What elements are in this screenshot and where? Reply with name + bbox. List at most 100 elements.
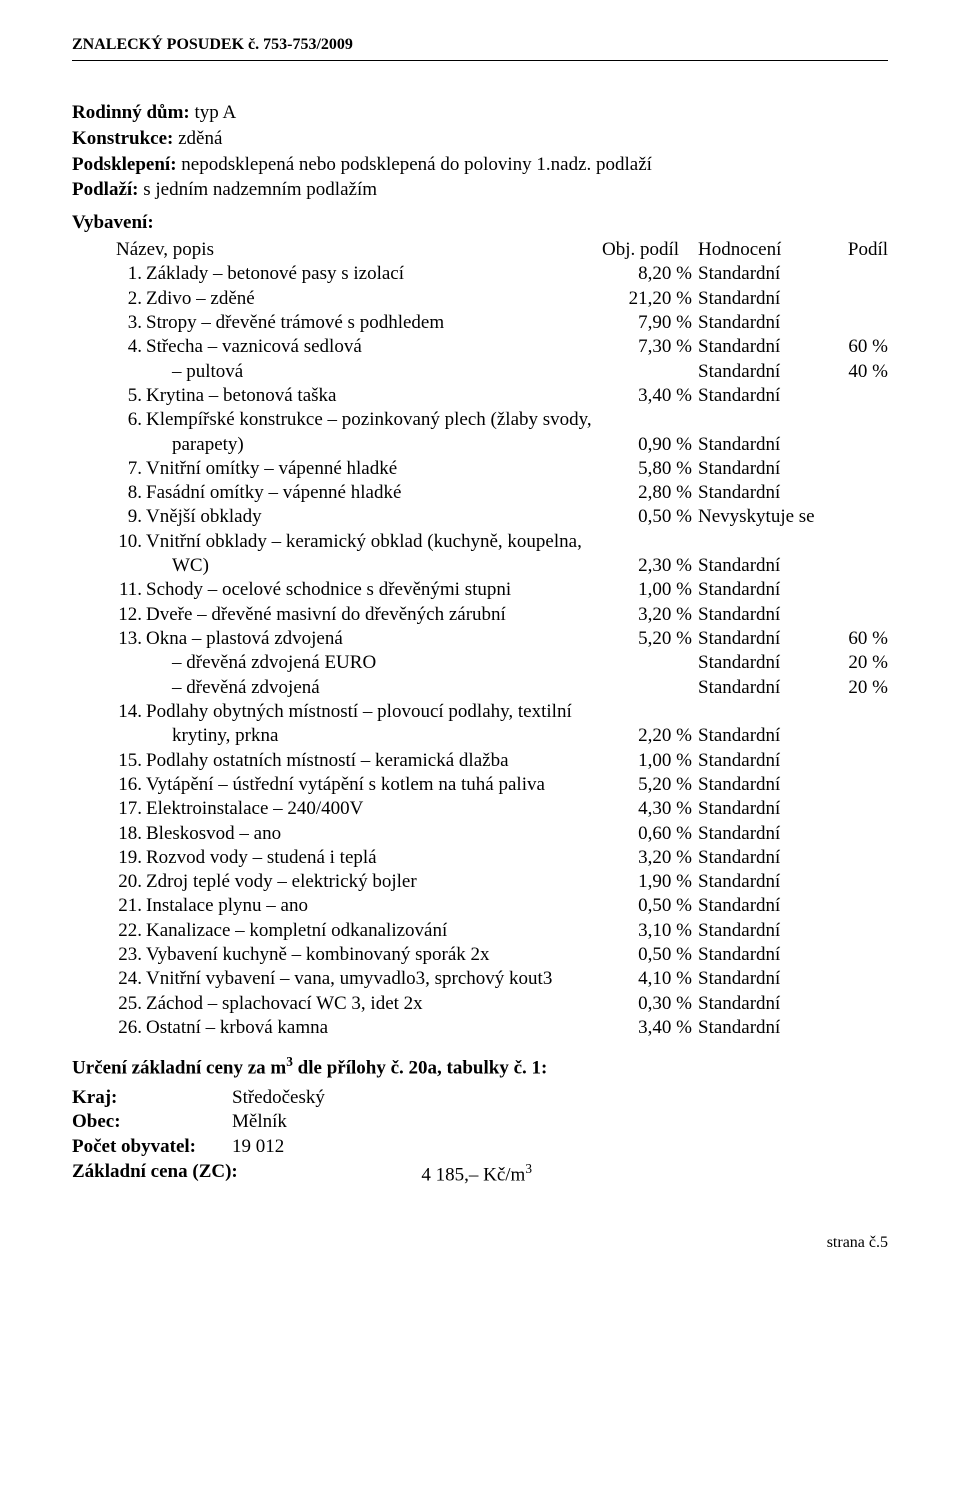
base-price-heading: Určení základní ceny za m3 dle přílohy č… bbox=[72, 1054, 888, 1079]
row-number: 25. bbox=[112, 992, 146, 1016]
table-row: 1.Základy – betonové pasy s izolací8,20 … bbox=[112, 262, 888, 286]
row-label: Základy – betonové pasy s izolací bbox=[146, 262, 602, 286]
row-pct bbox=[602, 676, 698, 700]
row-number: 12. bbox=[112, 603, 146, 627]
row-share bbox=[828, 505, 888, 529]
table-row: – dřevěná zdvojenáStandardní20 % bbox=[112, 676, 888, 700]
row-number: 3. bbox=[112, 311, 146, 335]
row-number: 11. bbox=[112, 578, 146, 602]
table-row: 20.Zdroj teplé vody – elektrický bojler1… bbox=[112, 870, 888, 894]
row-share bbox=[828, 384, 888, 408]
table-row: 13.Okna – plastová zdvojená5,20 %Standar… bbox=[112, 627, 888, 651]
row-share bbox=[828, 554, 888, 578]
row-label: Záchod – splachovací WC 3, idet 2x bbox=[146, 992, 602, 1016]
row-share bbox=[828, 822, 888, 846]
intro-value-3: nepodsklepená nebo podsklepená do polovi… bbox=[177, 154, 652, 175]
row-eval: Standardní bbox=[698, 1016, 828, 1040]
row-label: Kanalizace – kompletní odkanalizování bbox=[146, 919, 602, 943]
row-label: Vnitřní omítky – vápenné hladké bbox=[146, 457, 602, 481]
row-pct: 3,40 % bbox=[602, 384, 698, 408]
row-number: 21. bbox=[112, 894, 146, 918]
table-row: WC)2,30 %Standardní bbox=[112, 554, 888, 578]
row-share: 60 % bbox=[828, 335, 888, 359]
row-number: 24. bbox=[112, 967, 146, 991]
intro-block: Rodinný dům: typ A Konstrukce: zděná Pod… bbox=[72, 101, 888, 202]
row-label: Vytápění – ústřední vytápění s kotlem na… bbox=[146, 773, 602, 797]
row-number: 14. bbox=[112, 700, 146, 724]
row-pct: 8,20 % bbox=[602, 262, 698, 286]
row-share bbox=[828, 967, 888, 991]
row-label: – pultová bbox=[172, 360, 602, 384]
row-pct: 2,30 % bbox=[602, 554, 698, 578]
obec-value: Mělník bbox=[232, 1110, 888, 1135]
kraj-label: Kraj: bbox=[72, 1086, 232, 1111]
row-eval: Standardní bbox=[698, 627, 828, 651]
row-share bbox=[828, 457, 888, 481]
row-number: 23. bbox=[112, 943, 146, 967]
row-pct: 0,50 % bbox=[602, 894, 698, 918]
row-pct: 3,10 % bbox=[602, 919, 698, 943]
row-eval: Standardní bbox=[698, 651, 828, 675]
intro-label-2: Konstrukce: bbox=[72, 128, 173, 149]
row-label: Fasádní omítky – vápenné hladké bbox=[146, 481, 602, 505]
row-number: 4. bbox=[112, 335, 146, 359]
table-row: parapety)0,90 %Standardní bbox=[112, 433, 888, 457]
row-share bbox=[828, 943, 888, 967]
table-row: 23.Vybavení kuchyně – kombinovaný sporák… bbox=[112, 943, 888, 967]
row-eval: Standardní bbox=[698, 287, 828, 311]
table-row: 5.Krytina – betonová taška3,40 %Standard… bbox=[112, 384, 888, 408]
row-pct bbox=[602, 530, 698, 554]
table-row: 8.Fasádní omítky – vápenné hladké2,80 %S… bbox=[112, 481, 888, 505]
row-label: Ostatní – krbová kamna bbox=[146, 1016, 602, 1040]
row-eval: Standardní bbox=[698, 335, 828, 359]
row-pct: 5,20 % bbox=[602, 773, 698, 797]
row-eval bbox=[698, 700, 828, 724]
row-pct: 5,20 % bbox=[602, 627, 698, 651]
row-label: Elektroinstalace – 240/400V bbox=[146, 797, 602, 821]
table-row: 14.Podlahy obytných místností – plovoucí… bbox=[112, 700, 888, 724]
page-footer: strana č.5 bbox=[72, 1234, 888, 1252]
row-label: WC) bbox=[172, 554, 602, 578]
row-number: 16. bbox=[112, 773, 146, 797]
row-number: 1. bbox=[112, 262, 146, 286]
intro-value-2: zděná bbox=[173, 128, 222, 149]
row-number: 2. bbox=[112, 287, 146, 311]
intro-label-1: Rodinný dům: bbox=[72, 102, 190, 123]
row-number: 15. bbox=[112, 749, 146, 773]
row-label: Krytina – betonová taška bbox=[146, 384, 602, 408]
row-label: Vnitřní obklady – keramický obklad (kuch… bbox=[146, 530, 602, 554]
table-row: 26.Ostatní – krbová kamna3,40 %Standardn… bbox=[112, 1016, 888, 1040]
document-header: ZNALECKÝ POSUDEK č. 753-753/2009 bbox=[72, 36, 888, 61]
row-pct bbox=[602, 408, 698, 432]
row-eval: Standardní bbox=[698, 894, 828, 918]
row-label: Okna – plastová zdvojená bbox=[146, 627, 602, 651]
row-number: 17. bbox=[112, 797, 146, 821]
row-pct: 5,80 % bbox=[602, 457, 698, 481]
row-pct: 3,40 % bbox=[602, 1016, 698, 1040]
intro-value-1: typ A bbox=[190, 102, 236, 123]
row-share bbox=[828, 433, 888, 457]
row-eval: Standardní bbox=[698, 311, 828, 335]
row-eval: Standardní bbox=[698, 554, 828, 578]
row-eval: Standardní bbox=[698, 749, 828, 773]
row-number: 7. bbox=[112, 457, 146, 481]
table-row: 7.Vnitřní omítky – vápenné hladké5,80 %S… bbox=[112, 457, 888, 481]
row-number: 19. bbox=[112, 846, 146, 870]
row-share bbox=[828, 603, 888, 627]
row-eval: Standardní bbox=[698, 870, 828, 894]
row-eval: Standardní bbox=[698, 603, 828, 627]
row-share bbox=[828, 578, 888, 602]
equipment-title: Vybavení: bbox=[72, 212, 888, 234]
row-eval: Standardní bbox=[698, 433, 828, 457]
table-row: 12.Dveře – dřevěné masivní do dřevěných … bbox=[112, 603, 888, 627]
row-label: Vnitřní vybavení – vana, umyvadlo3, sprc… bbox=[146, 967, 602, 991]
row-eval: Standardní bbox=[698, 943, 828, 967]
row-label: Zdroj teplé vody – elektrický bojler bbox=[146, 870, 602, 894]
table-row: 16.Vytápění – ústřední vytápění s kotlem… bbox=[112, 773, 888, 797]
intro-value-4: s jedním nadzemním podlažím bbox=[139, 179, 378, 200]
row-eval: Standardní bbox=[698, 360, 828, 384]
row-share bbox=[828, 797, 888, 821]
table-row: 2.Zdivo – zděné21,20 %Standardní bbox=[112, 287, 888, 311]
row-label: Dveře – dřevěné masivní do dřevěných zár… bbox=[146, 603, 602, 627]
row-share bbox=[828, 262, 888, 286]
